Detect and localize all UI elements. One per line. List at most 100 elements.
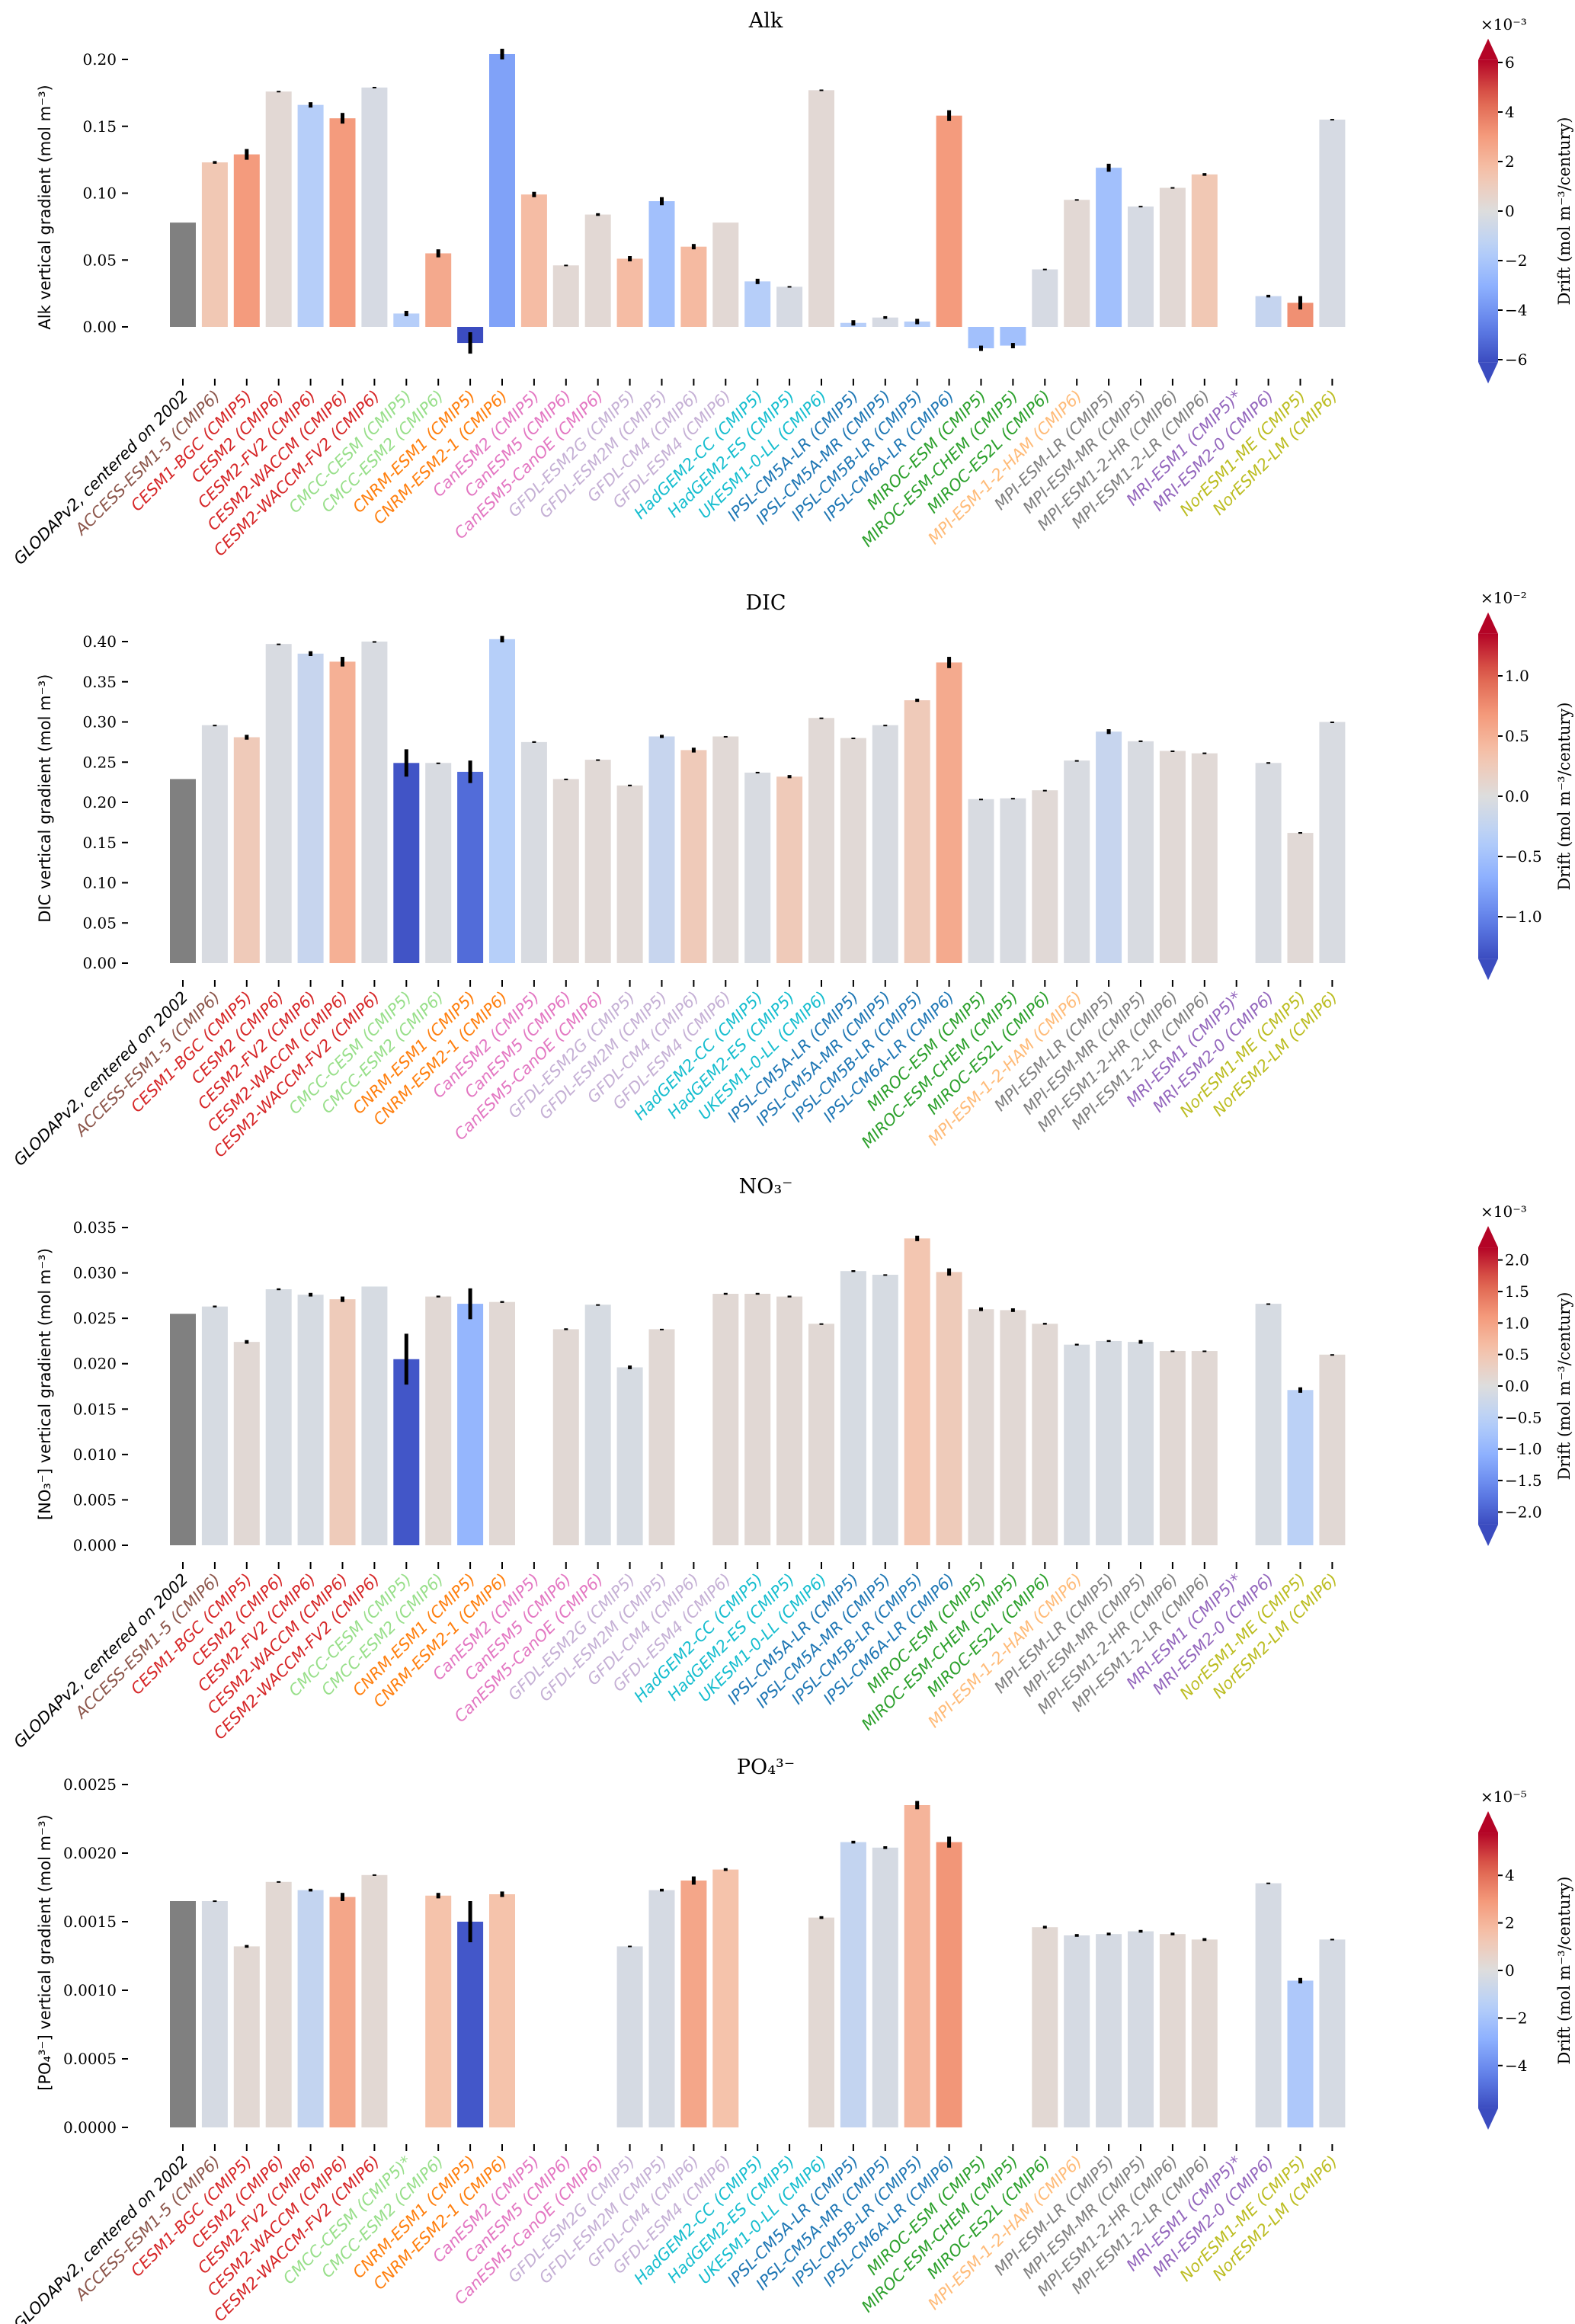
bar [552,265,579,327]
bar [201,162,228,327]
colorbar-extend-min-arrow [1478,959,1498,981]
bar [680,750,707,963]
bar [425,1296,452,1545]
bar [648,1329,675,1545]
bar [1319,1939,1346,2127]
y-tick-label: 0.030 [73,1264,117,1282]
bar [1096,168,1122,327]
colorbar-tick-label: 6 [1505,53,1515,72]
colorbar-tick-label: 4 [1505,1866,1515,1884]
bar [776,286,803,327]
colorbar-tick-label: −1.0 [1505,908,1542,926]
colorbar-tick-label: 4 [1505,103,1515,121]
y-tick-label: 0.30 [82,713,117,731]
bar [170,1314,196,1545]
bar [1128,1342,1154,1545]
bar [1128,206,1154,327]
bar [712,222,739,327]
bar [840,1842,866,2127]
bar [936,662,962,963]
bar [1319,1354,1346,1545]
y-axis-label: [PO₄³⁻] vertical gradient (mol m⁻³) [36,1814,54,2090]
colorbar-extend-min-arrow [1478,2108,1498,2130]
bar [584,1304,611,1545]
bar [808,90,834,328]
bar [648,1890,675,2127]
colorbar-tick-label: −4 [1505,301,1527,319]
y-tick-label: 0.35 [82,673,117,691]
bar [1255,763,1282,963]
bar [425,253,452,327]
bar [265,1881,292,2127]
colorbar-multiplier: ×10⁻² [1481,589,1527,607]
colorbar-extend-max-arrow [1478,1811,1498,1833]
bar [361,1286,388,1545]
panel-title: NO₃⁻ [739,1175,793,1199]
bar [648,201,675,327]
colorbar-extend-max-arrow [1478,1226,1498,1248]
colorbar-label: Drift (mol m⁻³/century) [1555,703,1573,891]
bar [776,1296,803,1545]
bar [1159,1934,1186,2127]
bar [744,281,771,327]
bar [1096,1340,1122,1545]
bar [872,1274,898,1545]
bar [489,1301,515,1545]
y-tick-label: 0.00 [82,954,117,972]
colorbar-tick-label: 2 [1505,1914,1515,1932]
bar [489,1894,515,2127]
y-tick-label: 0.015 [73,1400,117,1418]
bar [1064,200,1090,327]
bar [297,1890,324,2127]
bar [1255,1304,1282,1545]
colorbar-tick-label: 0 [1505,202,1515,220]
bar [936,1842,962,2127]
bar [616,258,643,327]
colorbar-extend-min-arrow [1478,362,1498,384]
bar [361,642,388,963]
colorbar-tick-label: 1.0 [1505,667,1529,685]
bar [936,1272,962,1545]
bar [329,1897,356,2127]
bar [1287,1390,1314,1545]
bar [1191,753,1218,963]
bar [872,725,898,963]
y-tick-label: 0.0020 [63,1844,117,1862]
bar [297,1295,324,1545]
bar [680,246,707,327]
bar [233,154,260,327]
bar [520,741,547,963]
bar [329,1299,356,1545]
bar [808,718,834,963]
y-tick-label: 0.20 [82,50,117,69]
bar [1255,1883,1282,2127]
bar [361,87,388,327]
y-tick-label: 0.10 [82,874,117,892]
colorbar-tick-label: −6 [1505,351,1527,369]
bar [744,1293,771,1545]
y-tick-label: 0.005 [73,1490,117,1509]
bar [170,779,196,963]
bar [648,736,675,963]
bar [1159,751,1186,963]
bar [329,661,356,963]
colorbar-tick-label: 2.0 [1505,1251,1529,1269]
y-axis-label: [NO₃⁻] vertical gradient (mol m⁻³) [36,1248,54,1520]
y-tick-label: 0.0025 [63,1775,117,1794]
colorbar-extend-max-arrow [1478,38,1498,60]
colorbar-tick-label: −1.5 [1505,1471,1542,1490]
panel-title: PO₄³⁻ [737,1756,795,1779]
bar [712,1293,739,1545]
bar [808,1917,834,2127]
bar [297,653,324,963]
y-tick-label: 0.10 [82,184,117,203]
bar [1159,1351,1186,1545]
y-tick-label: 0.0005 [63,2050,117,2068]
bar [968,327,994,349]
colorbar-tick-label: −2.0 [1505,1503,1542,1521]
bar [329,118,356,327]
bar [712,736,739,963]
colorbar-tick-label: 1.0 [1505,1314,1529,1332]
colorbar-gradient [1478,633,1498,959]
bar [1000,327,1026,346]
